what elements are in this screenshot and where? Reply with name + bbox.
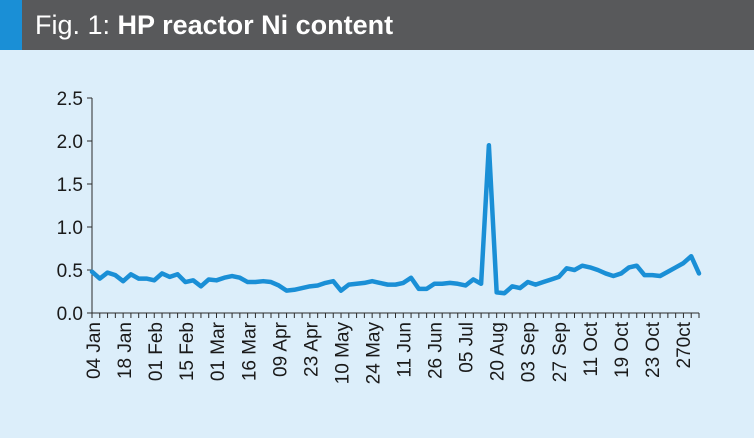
x-tick-label: 20 Aug: [488, 322, 509, 381]
series-line: [89, 143, 702, 296]
x-tick-label: 24 May: [363, 322, 384, 385]
x-tick-label: 16 Mar: [239, 321, 260, 381]
x-tick-label: 09 Apr: [270, 321, 291, 377]
x-tick-label: 05 Jul: [457, 322, 478, 373]
figure-title: HP reactor Ni content: [117, 10, 394, 40]
figure-number: Fig. 1:: [35, 10, 111, 40]
y-tick-label: 0.0: [57, 304, 83, 325]
x-tick-label: 270ct: [674, 321, 695, 368]
x-tick-label: 01 Feb: [146, 322, 167, 381]
x-tick-label: 19 Oct: [612, 321, 633, 378]
y-tick-label: 1.5: [57, 175, 83, 196]
y-tick-label: 1.0: [57, 218, 83, 239]
header-accent-bar: [0, 0, 22, 50]
x-tick-label: 27 Sep: [550, 322, 571, 382]
x-tick-label: 04 Jan: [84, 322, 105, 379]
x-tick-label: 18 Jan: [115, 322, 136, 379]
x-tick-label: 11 Oct: [581, 321, 602, 376]
x-tick-label: 11 Jun: [395, 322, 416, 378]
x-tick-label: 23 Apr: [301, 321, 322, 377]
y-tick-label: 2.0: [57, 132, 83, 153]
x-tick-label: 26 Jun: [426, 322, 447, 379]
figure-header: [0, 0, 754, 50]
x-tick-label: 23 Oct: [643, 321, 664, 378]
x-tick-label: 01 Mar: [208, 321, 229, 381]
chart-title: Fig. 1: HP reactor Ni content: [35, 0, 393, 50]
x-tick-label: 03 Sep: [519, 322, 540, 382]
y-tick-label: 0.5: [57, 261, 83, 282]
x-tick-label: 15 Feb: [177, 322, 198, 381]
x-tick-label: 10 May: [332, 322, 353, 385]
y-tick-label: 2.5: [57, 89, 83, 110]
